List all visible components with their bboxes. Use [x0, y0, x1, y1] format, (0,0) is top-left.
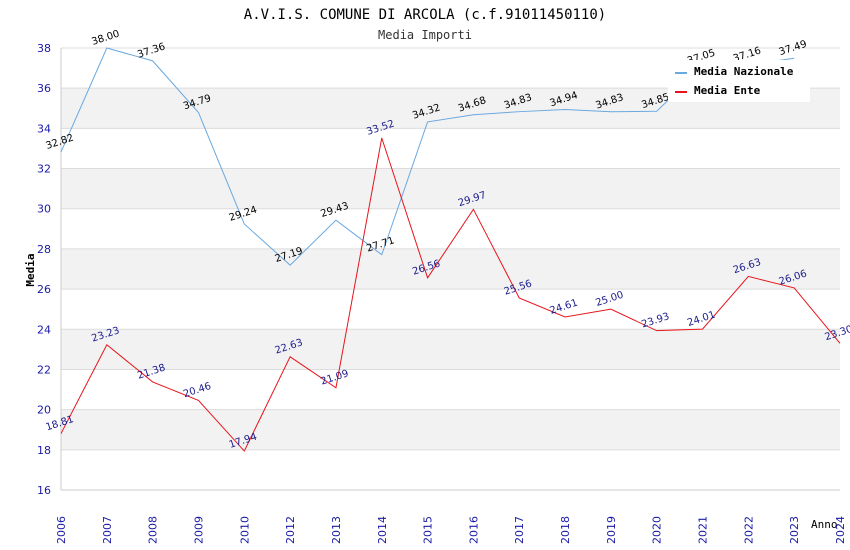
legend-label-media-nazionale: Media Nazionale — [694, 65, 794, 78]
data-label: 37.36 — [136, 41, 167, 60]
data-label: 38.00 — [90, 29, 121, 48]
y-tick-label: 18 — [37, 444, 51, 457]
x-tick-label: 2012 — [284, 516, 297, 544]
y-tick-label: 34 — [37, 122, 51, 135]
x-tick-label: 2006 — [55, 516, 68, 544]
x-tick-label: 2016 — [467, 516, 480, 544]
y-axis-label: Media — [24, 253, 37, 286]
legend-background — [668, 60, 810, 102]
y-tick-label: 22 — [37, 363, 51, 376]
x-tick-labels: 2006 2007 2008 2009 2010 2012 2013 2014 2015 2016… — [55, 516, 847, 544]
x-tick-label: 2009 — [192, 516, 205, 544]
data-label: 37.49 — [778, 39, 809, 58]
y-tick-label: 28 — [37, 243, 51, 256]
y-tick-label: 24 — [37, 323, 51, 336]
x-tick-label: 2020 — [651, 516, 664, 544]
data-label: 24.01 — [686, 310, 717, 329]
chart-title: A.V.I.S. COMUNE DI ARCOLA (c.f.910114501… — [244, 7, 606, 23]
grid-band — [61, 409, 840, 450]
grid-bands — [61, 88, 840, 450]
y-tick-label: 38 — [37, 42, 51, 55]
x-tick-label: 2024 — [834, 516, 847, 544]
data-label: 21.09 — [319, 368, 350, 387]
x-tick-label: 2023 — [788, 516, 801, 544]
data-label: 24.61 — [549, 298, 580, 317]
y-tick-label: 30 — [37, 203, 51, 216]
x-tick-label: 2019 — [605, 516, 618, 544]
y-tick-label: 32 — [37, 163, 51, 176]
grid-band — [61, 168, 840, 209]
x-tick-label: 2018 — [559, 516, 572, 544]
x-tick-label: 2022 — [742, 516, 755, 544]
legend: Media Nazionale Media Ente — [668, 60, 810, 102]
x-tick-label: 2008 — [147, 516, 160, 544]
y-tick-label: 16 — [37, 484, 51, 497]
chart-subtitle: Media Importi — [378, 28, 472, 42]
grid-band — [61, 329, 840, 370]
data-label: 32.82 — [45, 133, 76, 152]
x-tick-label: 2015 — [422, 516, 435, 544]
x-tick-label: 2014 — [376, 516, 389, 544]
x-tick-label: 2010 — [238, 516, 251, 544]
y-tick-label: 36 — [37, 82, 51, 95]
y-tick-labels: 16 18 20 22 24 26 28 30 32 34 36 38 — [37, 42, 51, 497]
x-tick-label: 2007 — [101, 516, 114, 544]
data-label: 20.46 — [182, 381, 213, 400]
data-label: 25.00 — [594, 290, 625, 309]
legend-label-media-ente: Media Ente — [694, 84, 761, 97]
x-axis-label: Anno — [811, 518, 838, 531]
series-line-media-ente — [60, 137, 841, 452]
x-tick-label: 2013 — [330, 516, 343, 544]
x-tick-label: 2021 — [697, 516, 710, 544]
x-tick-label: 2017 — [513, 516, 526, 544]
data-label: 23.93 — [640, 311, 671, 330]
y-tick-label: 20 — [37, 404, 51, 417]
grid-band — [61, 248, 840, 290]
y-tick-label: 26 — [37, 283, 51, 296]
